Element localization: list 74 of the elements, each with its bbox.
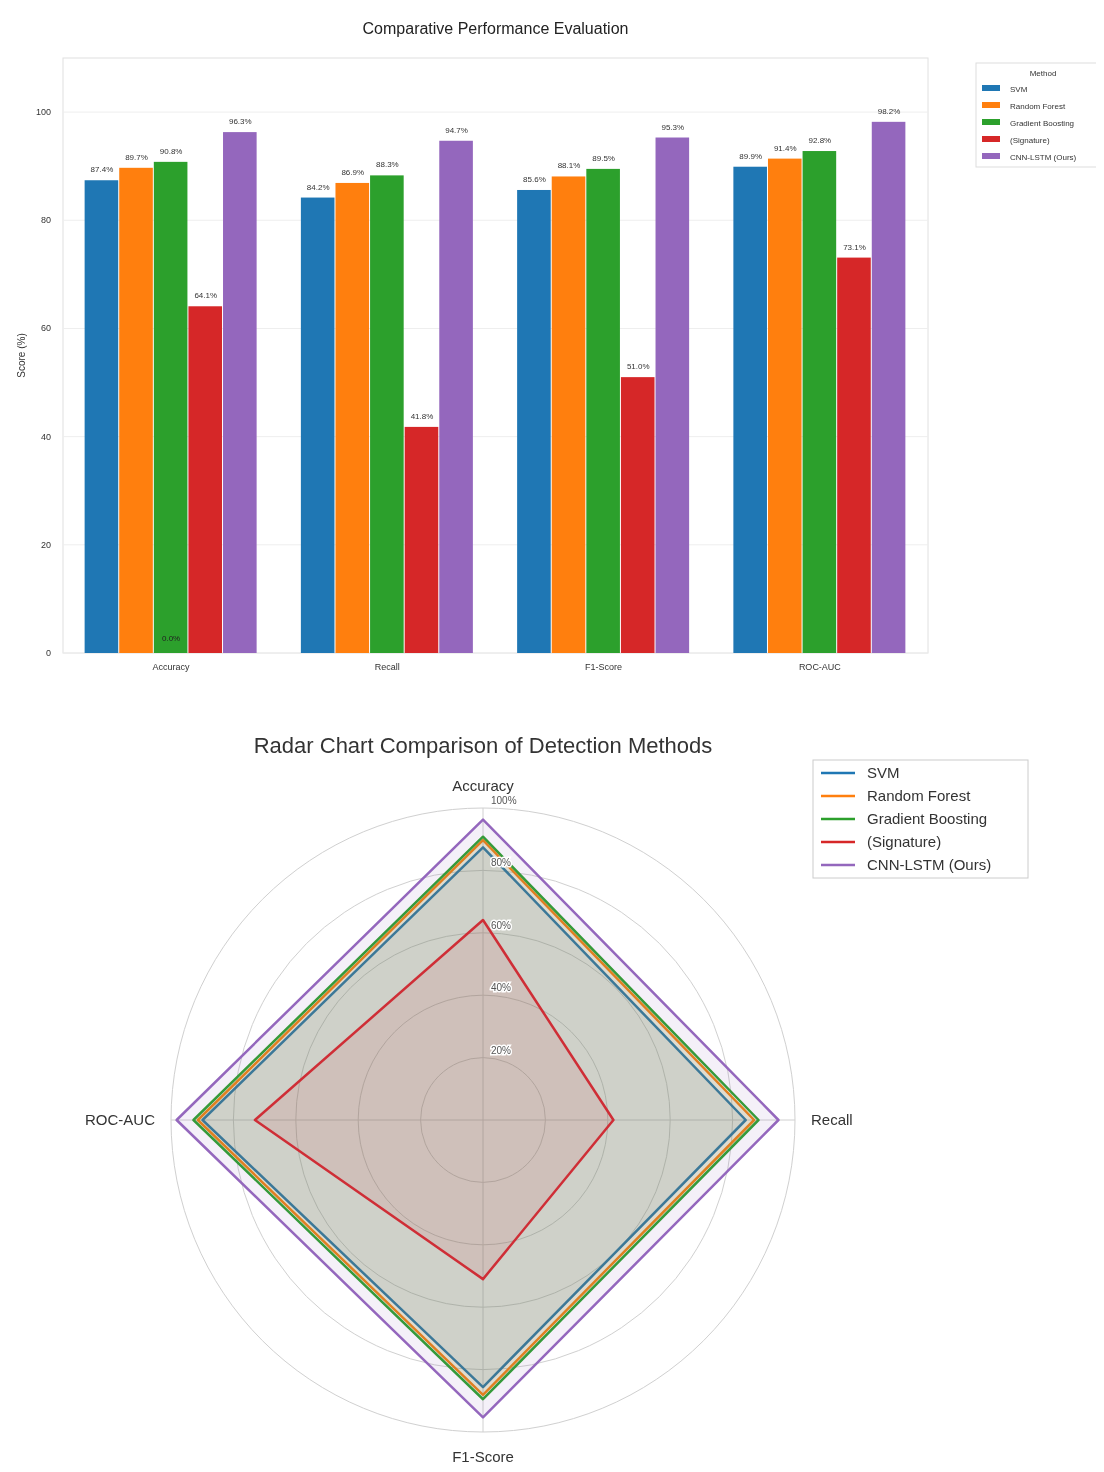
bar bbox=[84, 180, 119, 653]
data-label: 89.5% bbox=[592, 153, 615, 163]
x-tick-label: ROC-AUC bbox=[798, 662, 842, 672]
legend-label: (Signature) bbox=[1010, 136, 1050, 145]
spoke-label: F1-Score bbox=[452, 1448, 514, 1465]
y-tick-label: 100% bbox=[491, 795, 517, 806]
bar bbox=[439, 140, 473, 653]
annotation: 0.0% bbox=[162, 634, 181, 643]
y-tick-label: 60 bbox=[40, 323, 51, 334]
data-label: 91.4% bbox=[773, 143, 797, 153]
bar bbox=[871, 121, 906, 653]
chart-title: Radar Chart Comparison of Detection Methods bbox=[253, 733, 713, 758]
y-tick-label: 80% bbox=[491, 857, 512, 869]
x-tick-label: F1-Score bbox=[585, 662, 623, 672]
bar bbox=[586, 168, 620, 653]
bar bbox=[223, 132, 257, 653]
spoke-label: Accuracy bbox=[452, 777, 515, 794]
data-label: 90.8% bbox=[159, 146, 183, 156]
data-label: 87.4% bbox=[90, 165, 114, 175]
bar bbox=[404, 426, 439, 653]
legend-label: Gradient Boosting bbox=[867, 810, 988, 827]
bar bbox=[767, 158, 802, 653]
legend-title: Method bbox=[1029, 69, 1057, 78]
data-label: 89.9% bbox=[739, 151, 763, 161]
data-label: 86.9% bbox=[341, 167, 365, 177]
data-label: 64.1% bbox=[194, 291, 218, 301]
x-tick-label: Recall bbox=[374, 662, 400, 672]
data-label: 84.2% bbox=[306, 182, 330, 192]
data-label: 41.8% bbox=[410, 411, 434, 421]
bar bbox=[620, 377, 655, 653]
chart-title: Comparative Performance Evaluation bbox=[362, 20, 629, 37]
bar bbox=[153, 161, 188, 653]
bar bbox=[802, 151, 837, 653]
bar bbox=[370, 175, 404, 653]
legend-label: Random Forest bbox=[867, 787, 972, 804]
bar bbox=[119, 167, 153, 653]
data-label: 73.1% bbox=[843, 242, 866, 252]
data-label: 89.7% bbox=[125, 152, 148, 162]
y-tick-label: 100 bbox=[35, 107, 51, 118]
legend-label: Random Forest bbox=[1010, 102, 1066, 111]
bar bbox=[517, 189, 551, 653]
legend-label: (Signature) bbox=[867, 833, 942, 850]
data-label: 96.3% bbox=[228, 117, 252, 127]
y-tick-label: 40 bbox=[40, 431, 51, 442]
bar bbox=[300, 197, 335, 653]
data-label: 92.8% bbox=[808, 136, 832, 146]
data-label: 85.6% bbox=[523, 174, 546, 184]
bar bbox=[551, 176, 586, 653]
y-tick-label: 20% bbox=[491, 1044, 512, 1056]
bar bbox=[335, 182, 370, 653]
x-tick-label: Accuracy bbox=[152, 662, 191, 672]
data-label: 95.3% bbox=[661, 122, 685, 132]
data-label: 88.1% bbox=[557, 161, 581, 171]
data-label: 88.3% bbox=[376, 160, 399, 170]
legend-label: SVM bbox=[1010, 85, 1028, 94]
y-axis-title: Score (%) bbox=[16, 333, 27, 378]
legend-label: Gradient Boosting bbox=[1010, 119, 1075, 128]
data-label: 51.0% bbox=[626, 362, 650, 372]
legend-label: SVM bbox=[867, 764, 900, 781]
spoke-label: ROC-AUC bbox=[85, 1111, 156, 1128]
y-tick-label: 0 bbox=[45, 648, 51, 658]
bar bbox=[188, 306, 223, 653]
spoke-label: Recall bbox=[811, 1111, 853, 1128]
bar bbox=[837, 257, 871, 653]
y-tick-label: 60% bbox=[491, 919, 512, 931]
bar bbox=[655, 137, 690, 653]
bar bbox=[733, 166, 767, 653]
y-tick-label: 80 bbox=[40, 215, 51, 226]
y-tick-label: 40% bbox=[491, 982, 512, 994]
legend-label: CNN-LSTM (Ours) bbox=[867, 856, 992, 873]
legend-label: CNN-LSTM (Ours) bbox=[1010, 153, 1077, 162]
data-label: 94.7% bbox=[445, 125, 468, 135]
y-tick-label: 20 bbox=[40, 539, 51, 550]
data-label: 98.2% bbox=[877, 106, 901, 116]
